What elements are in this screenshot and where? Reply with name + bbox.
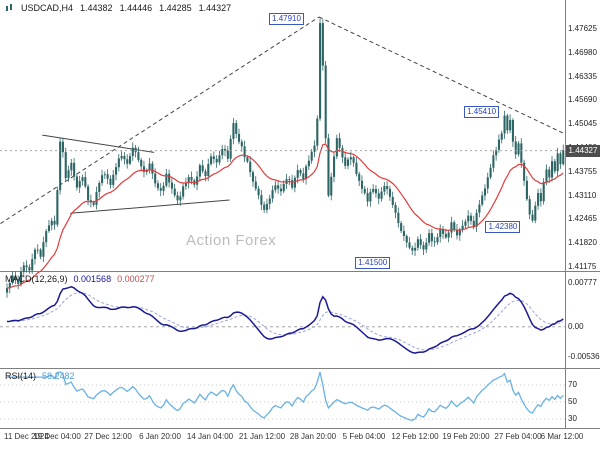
rsi-title: RSI(14) [5,371,37,381]
rsi-panel [0,371,565,421]
rsi-axis-label: 30 [568,414,577,423]
price-axis-label: 1.45045 [568,119,597,129]
time-axis-label: 27 Dec 12:00 [84,432,132,441]
time-axis-label: 11 Dec 2024 [4,432,49,441]
macd-axis-label: 0.00 [568,321,584,331]
ohlc-header: USDCAD,H4 1.44382 1.44446 1.44285 1.4432… [5,3,231,13]
trendline-lower-solid[interactable] [70,199,230,214]
rsi-value: 58.2482 [42,371,75,381]
time-axis-label: 6 Jan 20:00 [139,432,181,441]
price-axis-label: 1.43110 [568,190,597,200]
price-axis-label: 1.41175 [568,262,597,271]
macd-line[interactable] [6,286,564,354]
close-value: 1.44327 [198,3,232,13]
time-axis-label: 21 Jan 12:00 [238,432,286,441]
rsi-line[interactable] [7,371,564,421]
time-axis-label: 14 Jan 04:00 [186,432,234,441]
trendline-falling-dashed[interactable] [318,16,566,135]
price-axis-label: 1.43755 [568,166,597,176]
macd-panel [0,286,565,354]
time-axis-label: 19 Feb 20:00 [442,432,490,441]
macd-main-value: 0.001568 [73,274,112,284]
current-price-badge: 1.44327 [566,144,600,157]
time-axis: 11 Dec 2024 19 Dec 04:00 27 Dec 12:00 6 Jan… [0,432,600,444]
low-value: 1.44285 [159,3,192,13]
symbol-label: USDCAD,H4 [21,3,74,13]
time-axis-label: 27 Feb 04:00 [494,432,542,441]
rsi-axis-label: 70 [568,380,577,389]
price-annotation[interactable]: 1.41500 [355,257,391,269]
rsi-axis-label: 50 [568,397,577,406]
rsi-label: RSI(14) 58.2482 [5,371,81,381]
price-axis-label: 1.41820 [568,238,597,248]
watermark: Action Forex [186,232,277,249]
price-axis-label: 1.46335 [568,71,597,81]
time-axis-label: 12 Feb 12:00 [391,432,439,441]
trendline-upper-solid[interactable] [42,134,155,153]
price-axis-label: 1.46980 [568,47,597,57]
macd-title: MACD(12,26,9) [5,274,68,284]
macd-signal-value: 0.000277 [117,274,155,284]
macd-axis-label: 0.00777 [568,278,597,287]
high-value: 1.44446 [119,3,153,13]
moving-average-line[interactable] [6,143,564,289]
price-axis-label: 1.47625 [568,24,597,33]
candlesticks [6,18,565,298]
price-axis-label: 1.45690 [568,95,597,105]
price-annotation[interactable]: 1.42380 [485,220,521,233]
price-axis-label: 1.42465 [568,214,597,224]
macd-axis-label: -0.00536 [568,352,600,361]
time-axis-label: 6 Mar 12:00 [540,432,584,441]
time-axis-label: 19 Dec 04:00 [33,432,81,441]
candlestick-icon [6,3,12,11]
open-value: 1.44382 [80,3,113,13]
trendline-rising-dashed[interactable] [0,16,320,225]
macd-label: MACD(12,26,9) 0.001568 0.000277 [5,274,161,284]
time-axis-label: 28 Jan 20:00 [289,432,337,441]
time-axis-label: 5 Feb 04:00 [342,432,386,441]
price-annotation[interactable]: 1.47910 [269,13,304,26]
price-annotation[interactable]: 1.45410 [464,105,500,118]
